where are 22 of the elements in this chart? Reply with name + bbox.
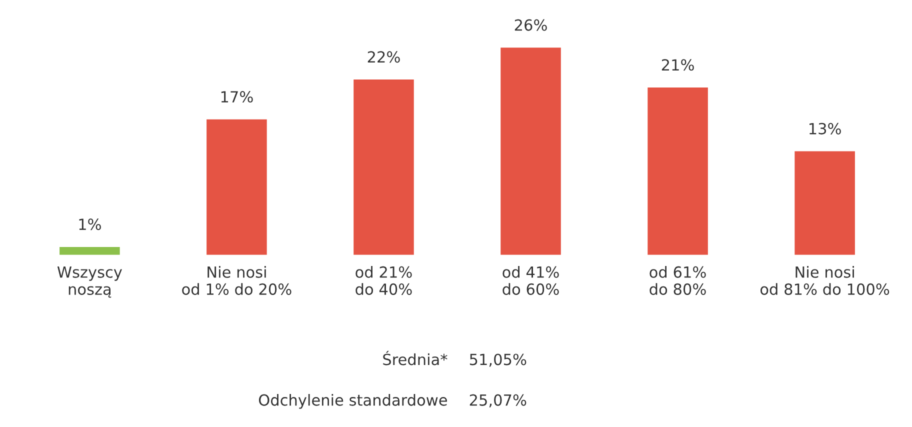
x-tick-label: od 41% do 60% xyxy=(502,266,559,295)
x-tick-label: od 21% do 40% xyxy=(356,266,412,295)
text: 25,07% xyxy=(470,394,526,408)
bar xyxy=(60,246,120,255)
data-label: 1% xyxy=(79,218,101,230)
data-label: 13% xyxy=(810,122,841,134)
text: Odchylenie standardowe xyxy=(258,394,447,409)
data-label: 17% xyxy=(221,91,253,103)
bar xyxy=(206,119,267,255)
bar xyxy=(648,88,708,255)
data-label: 21% xyxy=(662,59,694,71)
text: 51,05% xyxy=(470,354,526,367)
data-label: 26% xyxy=(514,19,547,31)
data-label: 22% xyxy=(368,51,400,63)
bar xyxy=(354,80,414,255)
bar xyxy=(500,48,561,255)
x-tick-label: Nie nosi od 81% do 100% xyxy=(760,266,890,295)
text: Średnia* xyxy=(383,350,448,366)
x-tick-label: od 61% do 80% xyxy=(650,266,706,295)
x-tick-label: Wszyscy noszą xyxy=(57,266,122,298)
x-tick-label: Nie nosi od 1% do 20% xyxy=(182,266,292,295)
bar xyxy=(794,151,855,255)
